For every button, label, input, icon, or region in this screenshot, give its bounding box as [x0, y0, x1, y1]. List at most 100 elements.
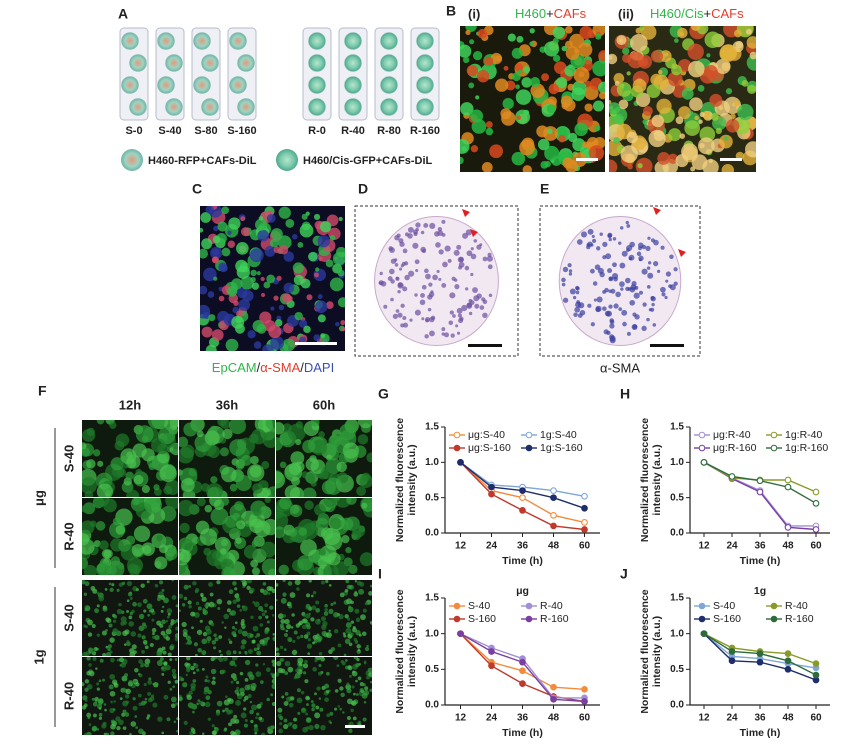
cell	[320, 466, 334, 480]
legend-marker	[525, 602, 533, 610]
cell	[171, 580, 174, 582]
cell	[213, 633, 217, 637]
nucleus	[587, 241, 593, 247]
cell	[98, 716, 103, 720]
legend-label: μg:S-40	[468, 429, 505, 441]
nucleus	[669, 254, 674, 259]
cell	[119, 697, 123, 701]
nucleus	[465, 287, 469, 291]
cell	[230, 610, 236, 616]
cell	[317, 636, 323, 641]
cell	[295, 421, 304, 429]
cell	[358, 633, 362, 637]
cell	[231, 657, 238, 661]
cell	[154, 584, 159, 588]
cell	[276, 275, 282, 281]
cell	[229, 660, 235, 666]
cell	[314, 692, 317, 696]
nucleus	[429, 330, 435, 337]
cell	[226, 650, 232, 656]
cell	[300, 690, 305, 695]
legend-label: R-40	[540, 600, 563, 612]
panel-label: I	[378, 566, 382, 582]
cell	[174, 658, 178, 661]
nucleus	[561, 282, 566, 287]
cell	[230, 680, 234, 684]
cell	[350, 708, 354, 713]
cell	[364, 646, 370, 652]
cell	[312, 666, 317, 672]
cell	[196, 430, 204, 438]
cell	[302, 618, 308, 624]
cell	[291, 613, 295, 617]
cell	[216, 598, 223, 605]
cell	[143, 609, 147, 613]
nucleus	[390, 297, 394, 302]
cell	[306, 294, 313, 301]
cell	[232, 581, 237, 586]
nucleus	[400, 303, 405, 308]
cell	[271, 701, 275, 707]
cell	[124, 694, 130, 699]
cell	[97, 460, 104, 467]
scale-bar	[576, 158, 598, 161]
cell	[256, 703, 262, 709]
nucleus	[402, 286, 408, 292]
cell	[175, 618, 178, 623]
cell	[112, 517, 121, 526]
cell	[198, 700, 204, 706]
cell	[195, 520, 210, 535]
cell	[313, 334, 321, 342]
cell	[303, 325, 311, 334]
nucleus	[653, 261, 659, 267]
cell	[294, 580, 301, 586]
micrograph	[82, 498, 178, 575]
nucleus	[441, 232, 446, 237]
cell	[338, 216, 343, 222]
cell	[201, 638, 208, 645]
time-label: 36h	[216, 397, 238, 412]
point	[812, 660, 820, 667]
nucleus	[568, 269, 573, 273]
cell	[598, 81, 605, 94]
cell	[466, 64, 479, 77]
cell	[236, 242, 249, 255]
cell	[126, 610, 129, 613]
cell	[142, 622, 146, 627]
nucleus	[441, 327, 446, 332]
cell	[146, 580, 150, 584]
cell	[345, 580, 350, 584]
cell	[276, 422, 285, 435]
cell	[200, 212, 212, 223]
nucleus	[573, 312, 578, 318]
cell	[132, 601, 137, 607]
cell	[312, 590, 317, 595]
cell	[348, 642, 353, 647]
cell	[236, 686, 240, 690]
cell	[201, 326, 213, 338]
cell	[212, 676, 216, 680]
cell	[179, 548, 191, 566]
cell	[272, 663, 275, 667]
spheroid	[201, 54, 219, 72]
cell	[283, 648, 287, 652]
cell	[348, 728, 353, 734]
nucleus	[420, 293, 425, 298]
cell	[238, 299, 250, 311]
nucleus	[591, 238, 597, 243]
cell	[86, 684, 93, 690]
cell	[502, 97, 514, 110]
cell	[523, 66, 531, 74]
legend-marker	[525, 444, 533, 452]
cell	[240, 227, 250, 237]
cell	[264, 498, 271, 504]
cell	[305, 621, 311, 627]
x-tick-label: 36	[517, 541, 529, 552]
cell	[261, 461, 270, 470]
cell	[236, 265, 250, 279]
cell	[86, 712, 92, 718]
cell	[205, 695, 211, 701]
cell	[82, 682, 85, 687]
point	[457, 458, 464, 466]
x-tick-label: 60	[579, 713, 591, 724]
